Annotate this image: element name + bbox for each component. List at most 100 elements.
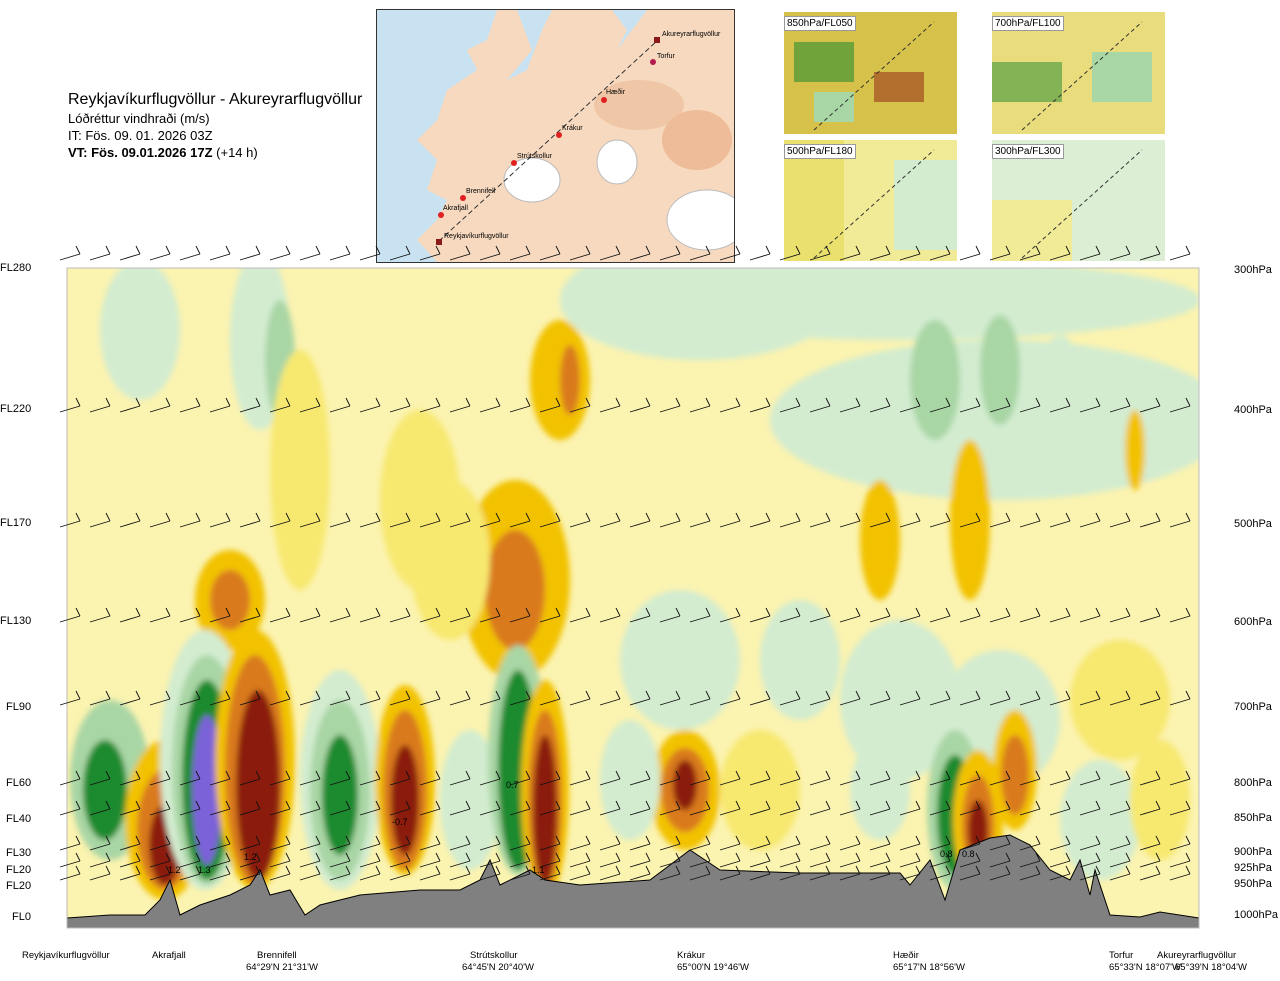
wind-barb-flag	[645, 245, 651, 255]
wind-barb-flag	[1125, 770, 1131, 780]
wind-barb-flag	[285, 245, 291, 255]
wind-barb-flag	[1005, 607, 1011, 617]
wind-barb	[209, 873, 231, 881]
wind-barb-flag	[135, 607, 141, 617]
wind-barb	[1169, 843, 1191, 851]
wind-barb	[389, 778, 411, 786]
wind-barb-flag	[225, 245, 231, 255]
velocity-contour	[840, 620, 960, 780]
velocity-contour	[1130, 740, 1190, 860]
wind-barb	[929, 873, 951, 881]
wind-barb-flag	[405, 690, 411, 700]
wind-barb-flag	[885, 512, 891, 522]
wind-barb	[299, 778, 321, 786]
wind-barb-flag	[885, 770, 891, 780]
map-waypoint-krakur	[556, 132, 562, 138]
wind-barb	[689, 253, 711, 261]
wind-barb-flag	[1035, 835, 1041, 845]
wind-barb-flag	[615, 397, 621, 407]
wind-barb	[989, 843, 1011, 851]
wind-barb	[869, 253, 891, 261]
wind-barb	[359, 253, 381, 261]
wind-barb-flag	[705, 690, 711, 700]
wind-barb	[389, 520, 411, 528]
wind-barb	[359, 843, 381, 851]
wind-barb	[509, 808, 531, 816]
wind-barb-flag	[435, 607, 441, 617]
location-krakur: Krákur 65°00'N 19°46'W	[677, 950, 749, 974]
wind-barb-flag	[1005, 865, 1011, 875]
wind-barb	[119, 843, 141, 851]
wind-barb-flag	[255, 770, 261, 780]
wind-barb	[59, 873, 81, 881]
wind-barbs	[59, 245, 1191, 881]
wind-barb	[749, 843, 771, 851]
wind-barb-flag	[765, 245, 771, 255]
wind-barb-flag	[345, 852, 351, 862]
wind-barb	[599, 860, 621, 868]
velocity-contour	[980, 315, 1020, 425]
wind-barb-flag	[945, 245, 951, 255]
wind-barb-flag	[1185, 690, 1191, 700]
wind-barb	[599, 520, 621, 528]
wind-barb-flag	[465, 690, 471, 700]
wind-barb-flag	[525, 512, 531, 522]
wind-barb-flag	[585, 852, 591, 862]
route-waypoint-markers	[436, 37, 660, 245]
wind-barb	[629, 778, 651, 786]
wind-barb-flag	[915, 397, 921, 407]
wind-barb-flag	[225, 770, 231, 780]
wind-barb-flag	[135, 852, 141, 862]
wind-barb	[779, 405, 801, 413]
wind-barb-flag	[1125, 835, 1131, 845]
wind-barb-flag	[885, 835, 891, 845]
wind-barb-flag	[585, 800, 591, 810]
wind-barb	[269, 808, 291, 816]
value-label: 1.2	[244, 852, 257, 862]
wind-barb-flag	[165, 397, 171, 407]
wind-barb	[179, 843, 201, 851]
wind-barb	[359, 873, 381, 881]
wind-barb	[989, 808, 1011, 816]
wind-barb-flag	[675, 800, 681, 810]
wind-barb	[479, 253, 501, 261]
wind-barb-flag	[195, 512, 201, 522]
wind-barb-flag	[525, 770, 531, 780]
wind-barb-flag	[795, 397, 801, 407]
wind-barb-flag	[1065, 245, 1071, 255]
wind-barb	[659, 698, 681, 706]
wind-barb	[899, 873, 921, 881]
wind-barb	[239, 520, 261, 528]
wind-barb-flag	[615, 800, 621, 810]
wind-barb	[539, 778, 561, 786]
wind-barb	[749, 860, 771, 868]
wind-barb	[1019, 253, 1041, 261]
wind-barb	[959, 860, 981, 868]
wind-barb	[689, 808, 711, 816]
wind-barb-flag	[765, 770, 771, 780]
wind-barb	[1079, 860, 1101, 868]
wind-barb-flag	[495, 245, 501, 255]
wind-barb	[239, 873, 261, 881]
wind-barb	[1169, 860, 1191, 868]
wind-barb-flag	[75, 835, 81, 845]
wind-barb-flag	[585, 690, 591, 700]
wind-barb	[749, 873, 771, 881]
wind-barb	[539, 253, 561, 261]
wind-barb	[239, 860, 261, 868]
wind-barb-flag	[465, 397, 471, 407]
wind-barb	[869, 698, 891, 706]
level-right-label: 500hPa	[1234, 518, 1272, 530]
wind-barb-flag	[1065, 800, 1071, 810]
wind-barb-flag	[1095, 607, 1101, 617]
wind-barb	[179, 860, 201, 868]
location-akureyri: Akureyrarflugvöllur	[1157, 950, 1236, 962]
wind-barb-flag	[975, 607, 981, 617]
wind-barb-flag	[375, 800, 381, 810]
wind-barb	[629, 405, 651, 413]
route-map: Akureyrarflugvöllur Torfur Hæðir Krákur …	[376, 9, 735, 263]
wind-barb	[359, 520, 381, 528]
velocity-contour	[192, 715, 222, 865]
wind-barb	[59, 808, 81, 816]
wind-barb-flag	[435, 835, 441, 845]
